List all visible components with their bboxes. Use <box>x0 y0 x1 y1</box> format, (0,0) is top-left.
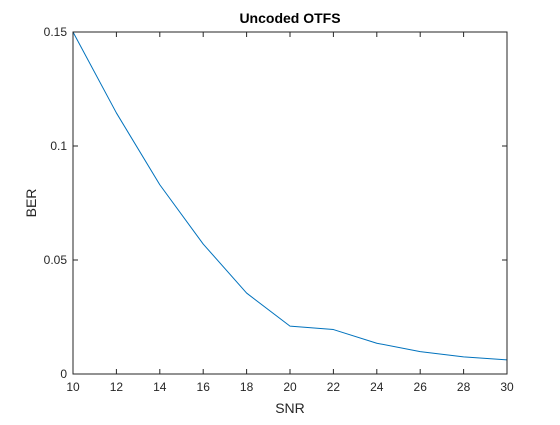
x-tick-label: 10 <box>66 380 80 394</box>
x-tick-label: 30 <box>500 380 514 394</box>
chart-title: Uncoded OTFS <box>239 10 340 26</box>
plot-background <box>73 32 507 374</box>
y-tick-label: 0.05 <box>44 253 68 267</box>
series-layer <box>72 31 508 361</box>
x-tick-label: 18 <box>240 380 254 394</box>
y-tick-label: 0 <box>60 367 67 381</box>
x-tick-label: 20 <box>283 380 297 394</box>
y-tick-label: 0.1 <box>50 139 67 153</box>
tick-labels: 10 12 14 16 18 20 22 24 26 28 30 0 0.05 0.1 0.15 <box>44 25 514 394</box>
x-tick-label: 22 <box>327 380 341 394</box>
series-line <box>72 31 508 361</box>
x-tick-label: 28 <box>457 380 471 394</box>
x-axis-label: SNR <box>275 400 305 416</box>
x-tick-label: 24 <box>370 380 384 394</box>
y-axis-label: BER <box>23 189 39 218</box>
y-tick-label: 0.15 <box>44 25 68 39</box>
x-tick-label: 14 <box>153 380 167 394</box>
x-tick-label: 26 <box>414 380 428 394</box>
x-tick-label: 12 <box>110 380 124 394</box>
x-tick-label: 16 <box>197 380 211 394</box>
axes-box <box>72 31 508 375</box>
